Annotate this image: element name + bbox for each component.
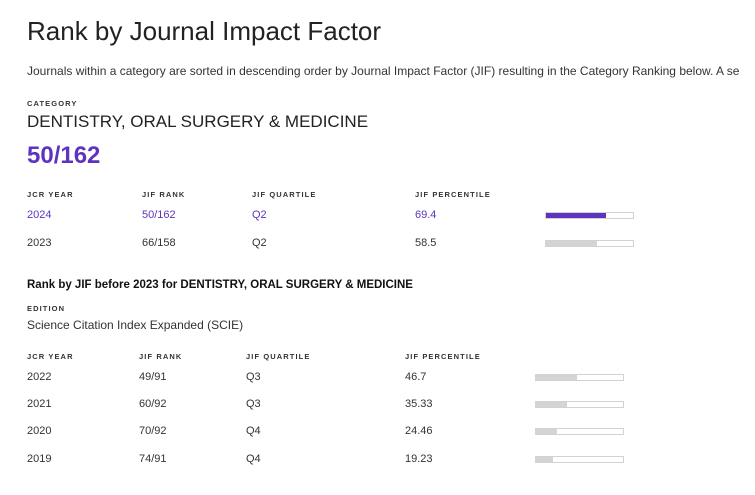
table-row: 2023 66/158 Q2 58.5 [27, 237, 755, 253]
header-jif-rank: JIF RANK [142, 190, 186, 199]
jif-percentile: 19.23 [405, 453, 433, 465]
jif-percentile: 35.33 [405, 398, 433, 410]
edition-name: Science Citation Index Expanded (SCIE) [27, 318, 244, 332]
jif-rank: 74/91 [139, 453, 167, 465]
before-2023-title: Rank by JIF before 2023 for DENTISTRY, O… [27, 279, 413, 291]
jcr-year: 2020 [27, 425, 52, 437]
header-jcr-year: JCR YEAR [27, 190, 74, 199]
table-row: 2021 60/92 Q3 35.33 [27, 398, 755, 414]
jcr-year: 2019 [27, 453, 52, 465]
jif-percentile: 58.5 [415, 237, 437, 249]
jif-quartile: Q4 [246, 453, 261, 465]
category-rank: 50/162 [27, 142, 101, 169]
percentile-bar [545, 212, 634, 219]
jif-percentile: 46.7 [405, 371, 427, 383]
percentile-bar [535, 374, 624, 381]
table-row: 2022 49/91 Q3 46.7 [27, 371, 755, 387]
percentile-bar [545, 240, 634, 247]
jif-percentile: 24.46 [405, 425, 433, 437]
intro-text: Journals within a category are sorted in… [27, 64, 740, 78]
percentile-bar [535, 456, 624, 463]
jif-quartile: Q4 [246, 425, 261, 437]
current-table-header: JCR YEAR JIF RANK JIF QUARTILE JIF PERCE… [27, 190, 755, 206]
jcr-year-link[interactable]: 2024 [27, 209, 52, 221]
jcr-year: 2022 [27, 371, 52, 383]
edition-label: EDITION [27, 304, 66, 313]
jif-quartile-link[interactable]: Q2 [252, 209, 267, 221]
before-2023-table-header: JCR YEAR JIF RANK JIF QUARTILE JIF PERCE… [27, 352, 755, 368]
header-jif-percentile: JIF PERCENTILE [415, 190, 491, 199]
page-title: Rank by Journal Impact Factor [27, 16, 382, 46]
jcr-year: 2023 [27, 237, 52, 249]
jif-rank: 49/91 [139, 371, 167, 383]
percentile-bar [535, 401, 624, 408]
header-jcr-year: JCR YEAR [27, 352, 74, 361]
category-name: DENTISTRY, ORAL SURGERY & MEDICINE [27, 112, 369, 131]
header-jif-quartile: JIF QUARTILE [246, 352, 311, 361]
jif-quartile: Q2 [252, 237, 267, 249]
table-row: 2019 74/91 Q4 19.23 [27, 453, 755, 469]
jif-quartile: Q3 [246, 371, 261, 383]
percentile-bar [535, 428, 624, 435]
header-jif-percentile: JIF PERCENTILE [405, 352, 481, 361]
jcr-year: 2021 [27, 398, 52, 410]
jif-rank-link[interactable]: 50/162 [142, 209, 176, 221]
jif-rank: 70/92 [139, 425, 167, 437]
table-row: 2020 70/92 Q4 24.46 [27, 425, 755, 441]
header-jif-quartile: JIF QUARTILE [252, 190, 317, 199]
jif-rank: 60/92 [139, 398, 167, 410]
jif-rank: 66/158 [142, 237, 176, 249]
category-label: CATEGORY [27, 99, 78, 108]
table-row: 2024 50/162 Q2 69.4 [27, 209, 755, 225]
jif-quartile: Q3 [246, 398, 261, 410]
jif-percentile-link[interactable]: 69.4 [415, 209, 437, 221]
header-jif-rank: JIF RANK [139, 352, 183, 361]
rank-by-jif-panel: Rank by Journal Impact Factor Journals w… [27, 0, 755, 495]
